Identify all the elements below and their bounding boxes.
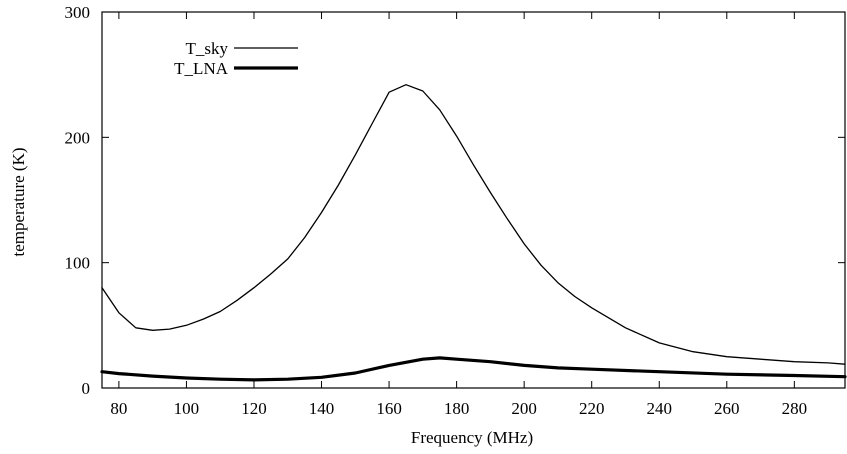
x-tick-label: 160 (376, 399, 402, 418)
x-tick-label: 240 (647, 399, 673, 418)
legend-label: T_LNA (174, 59, 229, 78)
y-axis-label: temperature (K) (9, 147, 28, 256)
plot-border (101, 11, 846, 389)
y-tick-label: 0 (82, 379, 91, 398)
x-tick-label: 120 (241, 399, 267, 418)
y-tick-label: 300 (65, 3, 91, 22)
x-tick-label: 280 (782, 399, 808, 418)
series-line-t-lna (100, 356, 847, 382)
x-tick-label: 260 (714, 399, 740, 418)
y-tick-label: 100 (65, 254, 91, 273)
x-axis-label: Frequency (MHz) (411, 428, 533, 447)
x-axis-ticks: 80 100 120 140 160 180 200 220 240 260 280 (110, 12, 807, 418)
series-line-t-sky (101, 84, 846, 365)
x-tick-label: 200 (511, 399, 537, 418)
legend-label: T_sky (186, 39, 229, 58)
x-tick-label: 220 (579, 399, 605, 418)
y-tick-label: 200 (65, 128, 91, 147)
plot-frame (101, 11, 846, 389)
x-tick-label: 140 (309, 399, 335, 418)
x-tick-label: 80 (110, 399, 127, 418)
y-axis-ticks: 0 100 200 300 (65, 3, 845, 398)
x-tick-label: 180 (444, 399, 470, 418)
series-lines (100, 84, 847, 382)
x-tick-label: 100 (174, 399, 200, 418)
